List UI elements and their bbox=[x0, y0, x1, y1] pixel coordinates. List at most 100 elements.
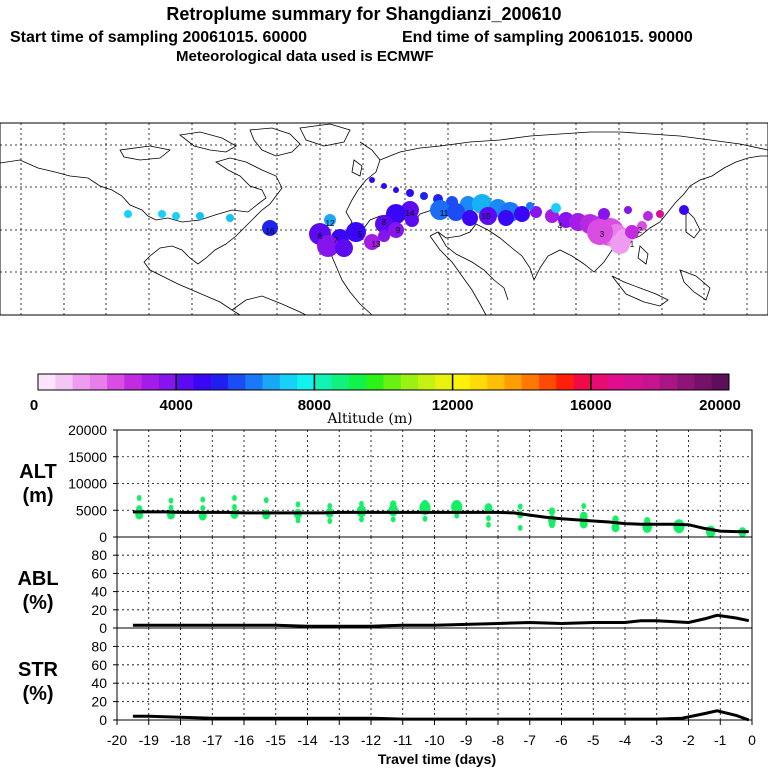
colorbar-swatch bbox=[124, 374, 143, 390]
colorbar-swatch bbox=[711, 374, 730, 390]
colorbar-swatch bbox=[504, 374, 523, 390]
plume-point bbox=[679, 205, 689, 215]
met-data-label: Meteorological data used is ECMWF bbox=[176, 48, 434, 65]
colorbar-swatch bbox=[590, 374, 609, 390]
plume-point bbox=[346, 222, 366, 242]
x-tick-label: -8 bbox=[492, 732, 505, 748]
plume-day-label: 4 bbox=[558, 222, 563, 231]
alt-scatter-point bbox=[548, 507, 556, 516]
plume-day-label: 12 bbox=[326, 219, 335, 228]
alt-scatter-point bbox=[548, 520, 556, 529]
x-tick-label: -1 bbox=[714, 732, 727, 748]
colorbar-swatch bbox=[38, 374, 56, 390]
alt-panel-label: ALT bbox=[19, 461, 56, 483]
x-tick-label: -11 bbox=[393, 732, 412, 748]
x-tick-label: -5 bbox=[587, 732, 600, 748]
plume-point bbox=[420, 192, 428, 200]
plume-point bbox=[405, 213, 419, 227]
x-tick-label: -12 bbox=[361, 732, 381, 748]
colorbar-swatch bbox=[193, 374, 212, 390]
plume-point bbox=[158, 210, 166, 218]
figure-title: Retroplume summary for Shangdianzi_20061… bbox=[166, 4, 561, 24]
plume-point bbox=[479, 207, 497, 225]
colorbar-swatch bbox=[608, 374, 626, 390]
plume-point bbox=[643, 211, 653, 221]
colorbar-swatch bbox=[279, 374, 298, 390]
x-tick-label: -6 bbox=[555, 732, 568, 748]
alt-scatter-point bbox=[451, 500, 463, 515]
plume-day-label: 5 bbox=[358, 230, 363, 239]
x-tick-label: -10 bbox=[424, 732, 444, 748]
colorbar-swatch bbox=[487, 374, 505, 390]
plume-point bbox=[317, 235, 339, 257]
colorbar-swatch bbox=[521, 374, 540, 390]
plume-day-label: 3 bbox=[600, 230, 605, 239]
x-tick-label: -20 bbox=[107, 732, 127, 748]
colorbar-swatch bbox=[297, 374, 315, 390]
plume-day-label: 9 bbox=[396, 226, 401, 235]
alt-y-tick-label: 5000 bbox=[76, 502, 107, 518]
plume-point bbox=[172, 212, 180, 220]
colorbar-swatch bbox=[55, 374, 74, 390]
end-time-label: End time of sampling 20061015. 90000 bbox=[402, 29, 693, 46]
colorbar-frame bbox=[37, 373, 730, 391]
plume-point bbox=[381, 183, 387, 189]
alt-y-tick-label: 20000 bbox=[68, 422, 107, 438]
plume-point bbox=[587, 219, 613, 245]
str-panel-label: STR bbox=[18, 659, 59, 681]
colorbar-tick-label: 12000 bbox=[432, 397, 474, 414]
colorbar-swatch bbox=[314, 374, 333, 390]
x-tick-label: -16 bbox=[234, 732, 254, 748]
alt-scatter-point bbox=[168, 504, 174, 511]
colorbar-label: Altitude (m) bbox=[326, 411, 412, 427]
alt-y-tick-label: 0 bbox=[99, 529, 107, 545]
colorbar-swatch bbox=[538, 374, 557, 390]
colorbar-swatch bbox=[348, 374, 367, 390]
alt-scatter-point bbox=[232, 504, 237, 511]
plume-point bbox=[393, 187, 399, 193]
plume-day-label: 2 bbox=[638, 226, 643, 235]
alt-scatter-point bbox=[486, 515, 491, 522]
plume-point bbox=[526, 202, 534, 210]
str-line bbox=[132, 709, 750, 722]
colorbar-swatch bbox=[642, 374, 661, 390]
x-tick-label: -15 bbox=[266, 732, 286, 748]
plume-day-label: 14 bbox=[406, 209, 415, 218]
alt-scatter-point bbox=[517, 503, 523, 510]
colorbar-swatch bbox=[72, 374, 91, 390]
alt-scatter-point bbox=[390, 500, 397, 509]
alt-scatter-point bbox=[420, 499, 429, 510]
alt-scatter-point bbox=[581, 502, 587, 509]
time-series-panels: 20000150001000050000ALT(m)806040200ABL(%… bbox=[17, 422, 756, 767]
plume-point bbox=[637, 221, 647, 231]
alt-scatter-point bbox=[359, 516, 364, 523]
alt-scatter-point bbox=[486, 521, 491, 528]
plume-point bbox=[369, 177, 375, 183]
alt-scatter-point bbox=[454, 512, 460, 519]
start-time-label: Start time of sampling 20061015. 60000 bbox=[10, 29, 307, 46]
plume-point bbox=[447, 203, 465, 221]
alt-scatter-point bbox=[295, 501, 301, 508]
colorbar-swatch bbox=[418, 374, 436, 390]
plume-day-label: 1 bbox=[630, 240, 635, 249]
alt-scatter-point bbox=[295, 517, 301, 524]
str-y-tick-label: 20 bbox=[91, 694, 107, 710]
plume-point bbox=[598, 208, 610, 220]
alt-scatter-point bbox=[673, 519, 685, 534]
colorbar-swatch bbox=[435, 374, 454, 390]
alt-line bbox=[132, 510, 749, 534]
plume-day-label: 6 bbox=[318, 232, 323, 241]
colorbar-swatch bbox=[158, 374, 177, 390]
plume-point bbox=[124, 210, 132, 218]
str-y-tick-label: 40 bbox=[91, 675, 107, 691]
x-axis-title: Travel time (days) bbox=[378, 751, 496, 767]
alt-panel-label: (m) bbox=[22, 485, 53, 507]
str-y-tick-label: 0 bbox=[99, 712, 107, 728]
plume-point bbox=[388, 222, 404, 238]
abl-y-tick-label: 80 bbox=[91, 547, 107, 563]
alt-scatter-point bbox=[390, 516, 396, 523]
plume-point bbox=[406, 189, 414, 197]
abl-panel-label: (%) bbox=[22, 592, 53, 614]
colorbar-swatch bbox=[245, 374, 264, 390]
alt-scatter-point bbox=[232, 494, 237, 501]
